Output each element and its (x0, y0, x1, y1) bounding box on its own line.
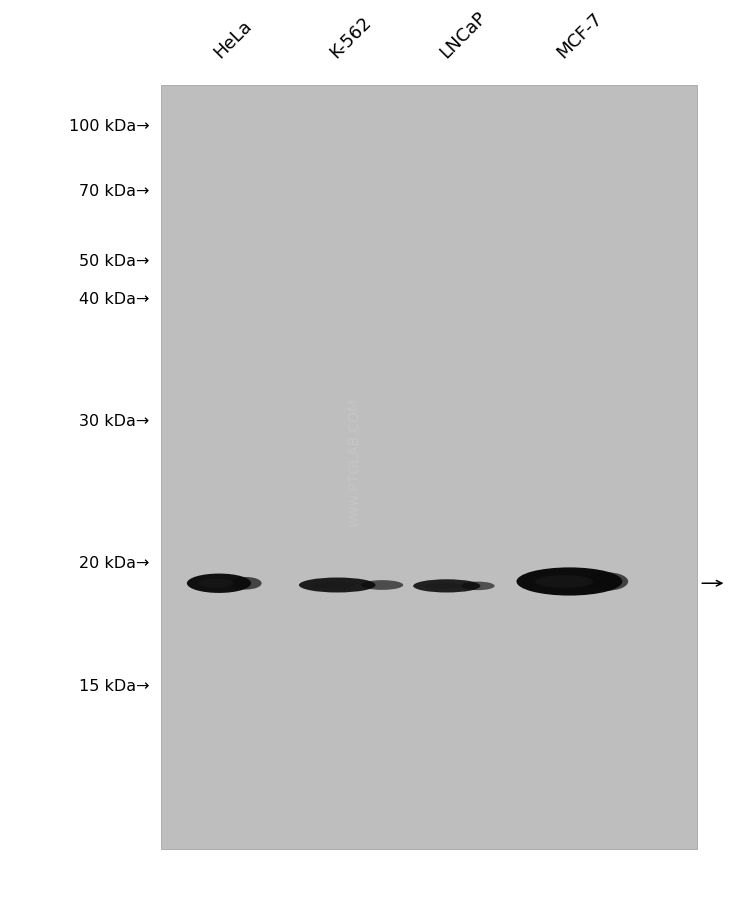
Text: MCF-7: MCF-7 (553, 10, 605, 62)
Text: LNCaP: LNCaP (437, 8, 490, 62)
Ellipse shape (535, 575, 593, 588)
Ellipse shape (461, 582, 495, 591)
Ellipse shape (516, 567, 622, 596)
Text: 70 kDa→: 70 kDa→ (80, 184, 150, 198)
Bar (161, 86, 697, 849)
Ellipse shape (229, 577, 261, 590)
Ellipse shape (586, 573, 628, 591)
Ellipse shape (299, 578, 376, 593)
Ellipse shape (413, 580, 480, 593)
Text: 50 kDa→: 50 kDa→ (80, 254, 150, 269)
Ellipse shape (312, 582, 355, 589)
Text: HeLa: HeLa (210, 17, 255, 62)
Text: www.PTGLAB.COM: www.PTGLAB.COM (347, 398, 361, 527)
Ellipse shape (187, 574, 251, 594)
Ellipse shape (361, 581, 403, 590)
Text: 40 kDa→: 40 kDa→ (80, 292, 150, 307)
Ellipse shape (425, 584, 462, 589)
Text: 30 kDa→: 30 kDa→ (80, 413, 150, 428)
Ellipse shape (198, 579, 234, 588)
Text: 15 kDa→: 15 kDa→ (79, 678, 150, 693)
Text: K-562: K-562 (327, 14, 375, 62)
Text: 20 kDa→: 20 kDa→ (80, 555, 150, 570)
Text: 100 kDa→: 100 kDa→ (69, 119, 150, 133)
